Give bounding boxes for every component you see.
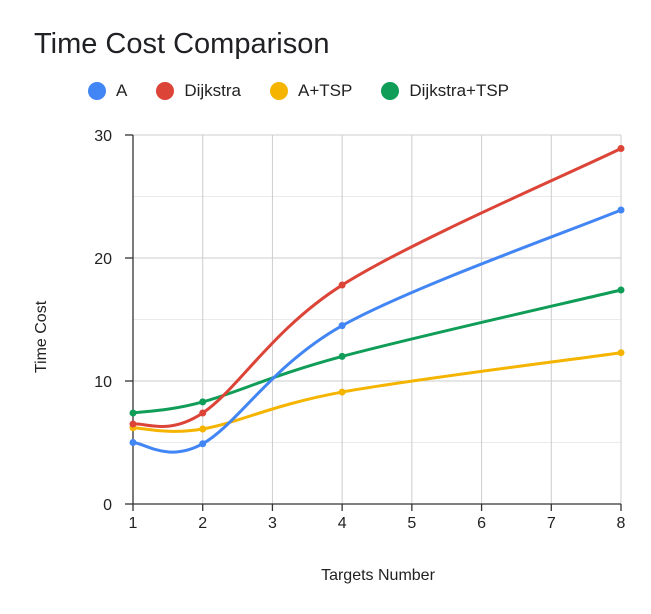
series-line-dijkstra xyxy=(131,147,623,429)
series-line-a xyxy=(131,208,623,454)
legend-item: Dijkstra+TSP xyxy=(381,81,509,101)
x-tick-label: 2 xyxy=(198,515,207,532)
chart-title: Time Cost Comparison xyxy=(34,28,330,60)
data-point-a xyxy=(338,322,346,330)
gridlines xyxy=(133,134,622,504)
tick-labels: 0 10 20 30 1 2 3 4 5 6 7 8 xyxy=(94,128,625,532)
data-point-a-tsp xyxy=(199,425,207,433)
legend-swatch xyxy=(88,82,106,100)
data-point-a-tsp xyxy=(338,388,346,396)
x-tick-label: 3 xyxy=(268,515,277,532)
data-point-dijkstra-tsp xyxy=(199,398,207,406)
series-line-a-tsp xyxy=(131,351,623,433)
legend-label: A+TSP xyxy=(298,81,353,100)
data-point-dijkstra xyxy=(199,409,207,417)
y-tick-label: 30 xyxy=(94,128,112,145)
x-tick-label: 7 xyxy=(547,515,556,532)
x-tick-label: 4 xyxy=(338,515,347,532)
x-tick-label: 8 xyxy=(617,515,626,532)
legend-swatch xyxy=(156,82,175,100)
axes xyxy=(125,134,622,511)
y-axis-title: Time Cost xyxy=(33,300,50,373)
legend-item: A xyxy=(88,81,127,101)
legend-item: Dijkstra xyxy=(156,81,241,101)
data-point-a xyxy=(129,439,137,446)
legend: A Dijkstra A+TSP Dijkstra+TSP xyxy=(88,81,538,101)
y-tick-label: 20 xyxy=(94,251,112,268)
data-point-dijkstra-tsp xyxy=(617,286,625,294)
series-line-dijkstra-tsp xyxy=(131,288,623,415)
legend-swatch xyxy=(270,82,289,100)
legend-label: Dijkstra xyxy=(184,81,242,100)
data-point-a-tsp xyxy=(617,349,625,357)
data-point-dijkstra xyxy=(129,420,137,428)
series-lines xyxy=(129,145,625,454)
data-point-dijkstra-tsp xyxy=(338,352,346,360)
x-tick-label: 5 xyxy=(407,515,416,532)
legend-label: A xyxy=(116,81,128,100)
data-point-dijkstra-tsp xyxy=(129,409,137,417)
data-point-a xyxy=(617,206,625,214)
y-tick-label: 10 xyxy=(94,374,112,391)
data-point-a xyxy=(199,440,207,448)
legend-label: Dijkstra+TSP xyxy=(409,81,510,100)
legend-item: A+TSP xyxy=(270,81,352,101)
x-axis-title: Targets Number xyxy=(321,567,435,584)
legend-swatch xyxy=(381,82,400,100)
data-point-dijkstra xyxy=(338,281,346,289)
y-tick-label: 0 xyxy=(103,497,112,514)
data-point-dijkstra xyxy=(617,145,625,153)
x-tick-label: 6 xyxy=(477,515,486,532)
x-tick-label: 1 xyxy=(129,515,138,532)
